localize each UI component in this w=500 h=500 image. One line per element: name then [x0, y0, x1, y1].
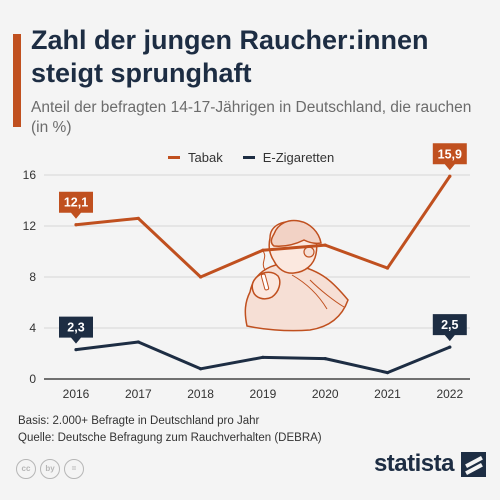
chart-footnote: Basis: 2.000+ Befragte in Deutschland pr… — [18, 413, 478, 447]
series-line-tabak — [74, 174, 452, 279]
callout-label: 12,1 — [64, 196, 88, 210]
legend-item-tabak: Tabak — [168, 150, 223, 165]
y-tick-label: 0 — [29, 372, 36, 386]
data-point-tabak — [261, 248, 265, 252]
title-accent-bar — [13, 34, 21, 127]
brand-wordmark: statista — [373, 450, 455, 477]
data-points — [74, 174, 452, 375]
y-tick-label: 8 — [29, 270, 36, 284]
y-axis: 0 4 8 12 16 — [23, 168, 37, 386]
data-point-e-zigaretten — [323, 357, 327, 361]
callout-box — [432, 143, 467, 171]
chart-subtitle: Anteil der befragten 14-17-Jährigen in D… — [31, 99, 472, 136]
no-derivatives-icon: = — [64, 459, 84, 479]
data-point-tabak — [136, 216, 140, 220]
footnote-source: Quelle: Deutsche Befragung zum Rauchverh… — [18, 432, 322, 444]
data-point-e-zigaretten — [136, 340, 140, 344]
y-tick-label: 16 — [23, 168, 37, 182]
legend-label-tabak: Tabak — [188, 149, 223, 165]
data-point-e-zigaretten — [199, 367, 203, 371]
legend-swatch-e-zigaretten — [242, 155, 255, 159]
y-tick-label: 4 — [29, 321, 36, 335]
chart-legend: Tabak E-Zigaretten — [168, 148, 334, 166]
data-point-e-zigaretten — [385, 371, 390, 375]
data-point-tabak — [323, 243, 327, 247]
value-callout-tabak-2022: 15,9 — [432, 143, 467, 171]
illustration-cigarette — [260, 273, 270, 291]
callout-box — [432, 314, 467, 342]
cc-license-icon: cc — [16, 459, 36, 479]
data-point-tabak — [448, 174, 452, 178]
x-tick-label: 2020 — [312, 387, 339, 401]
attribution-icon: by — [40, 459, 60, 479]
callout-box — [59, 316, 93, 344]
x-tick-label: 2018 — [187, 387, 214, 401]
callout-label: 2,5 — [441, 318, 458, 332]
x-tick-label: 2017 — [125, 387, 152, 401]
value-callout-e-zigaretten-2016: 2,3 — [59, 316, 93, 344]
callout-box — [59, 191, 93, 219]
y-tick-label: 12 — [23, 219, 37, 233]
x-axis: 2016 2017 2018 2019 2020 2021 2022 — [63, 387, 464, 401]
x-tick-label: 2019 — [250, 387, 277, 401]
value-callouts: 12,1 15,9 2,3 2,5 — [59, 143, 467, 344]
x-tick-label: 2016 — [63, 387, 90, 401]
statista-mark-icon — [461, 451, 486, 477]
callout-label: 2,3 — [67, 321, 84, 335]
footnote-basis: Basis: 2.000+ Befragte in Deutschland pr… — [18, 415, 260, 427]
value-callout-tabak-2016: 12,1 — [59, 191, 93, 219]
illustration-smoke — [262, 250, 266, 271]
x-tick-label: 2022 — [436, 387, 463, 401]
illustration-ear — [303, 246, 315, 258]
data-point-e-zigaretten — [74, 348, 78, 352]
illustration-hair — [270, 219, 322, 247]
data-point-tabak — [199, 275, 203, 279]
license-icons: cc by = — [16, 459, 84, 479]
legend-swatch-tabak — [168, 155, 180, 159]
smoking-person-illustration — [244, 219, 349, 332]
statista-logo: statista — [374, 450, 486, 478]
value-callout-e-zigaretten-2022: 2,5 — [432, 314, 467, 342]
legend-item-e-zigaretten: E-Zigaretten — [242, 149, 335, 165]
data-point-e-zigaretten — [448, 345, 452, 349]
x-tick-label: 2021 — [374, 387, 401, 401]
chart-title: Zahl der jungen Raucher:innen steigt spr… — [31, 25, 429, 88]
callout-label: 15,9 — [438, 147, 462, 161]
legend-label-e-zigaretten: E-Zigaretten — [262, 149, 335, 165]
data-point-tabak — [385, 266, 390, 270]
illustration-shirt-fold — [291, 274, 345, 310]
data-point-e-zigaretten — [261, 355, 265, 359]
data-point-tabak — [74, 223, 78, 227]
